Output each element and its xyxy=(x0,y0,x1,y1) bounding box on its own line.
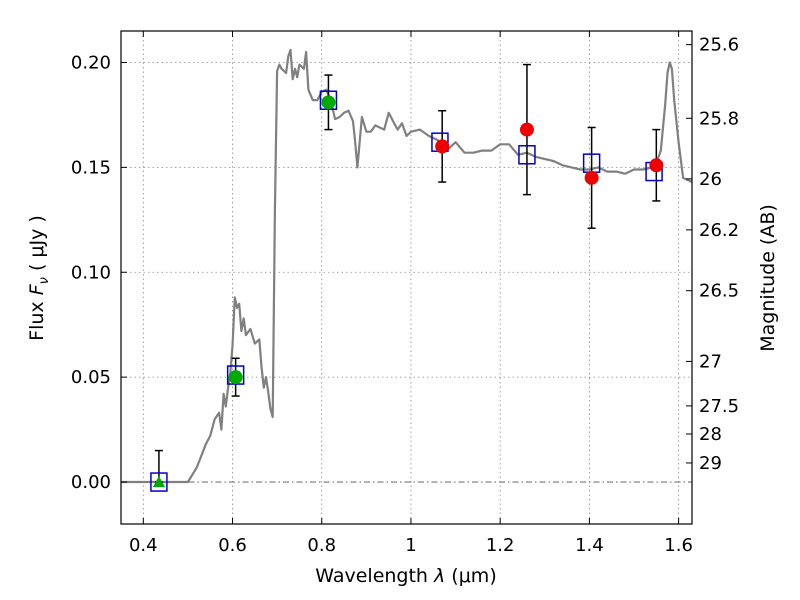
observed-point xyxy=(584,170,599,185)
y2-tick-label: 27.5 xyxy=(699,396,739,417)
x-tick-label: 1 xyxy=(405,535,416,556)
observed-point xyxy=(321,95,336,110)
y2-tick-label: 26.2 xyxy=(699,220,739,241)
y2-tick-label: 29 xyxy=(699,453,722,474)
y2-tick-labels: 25.6 25.8 26 26.2 26.5 27 27.5 28 29 xyxy=(699,35,739,474)
y-tick-label: 0.05 xyxy=(71,367,111,388)
observed-points xyxy=(152,95,664,488)
x-axis-title: Wavelength λ (μm) xyxy=(315,565,496,587)
grid xyxy=(121,31,692,524)
y-tick-label: 0.20 xyxy=(71,52,111,73)
model-spectrum xyxy=(121,48,693,484)
model-photometry-point xyxy=(518,145,536,165)
observed-point xyxy=(649,158,664,173)
y2-axis-title: Magnitude (AB) xyxy=(757,204,779,352)
ticks xyxy=(121,31,692,524)
observed-point xyxy=(435,139,450,154)
x-tick-labels: 0.4 0.6 0.8 1 1.2 1.4 1.6 xyxy=(129,535,693,556)
x-tick-label: 0.8 xyxy=(307,535,336,556)
y-tick-label: 0.10 xyxy=(71,262,111,283)
x-tick-label: 1.6 xyxy=(664,535,693,556)
y2-tick-label: 27 xyxy=(699,351,722,372)
y2-tick-label: 25.8 xyxy=(699,108,739,129)
x-tick-label: 0.6 xyxy=(218,535,247,556)
model-photometry-squares xyxy=(150,90,663,492)
x-tick-label: 1.4 xyxy=(575,535,604,556)
observed-point xyxy=(519,122,534,137)
x-tick-label: 1.2 xyxy=(486,535,515,556)
non-detection-point xyxy=(152,476,165,488)
y-tick-label: 0.00 xyxy=(71,472,111,493)
y2-tick-label: 25.6 xyxy=(699,35,739,56)
y-axis-title: Flux Fν ( μJy ) xyxy=(26,215,52,341)
y2-tick-label: 26 xyxy=(699,169,722,190)
x-tick-label: 0.4 xyxy=(129,535,158,556)
model-photometry-point xyxy=(150,472,168,492)
y-tick-labels: 0.00 0.05 0.10 0.15 0.20 xyxy=(71,52,111,493)
y2-tick-label: 28 xyxy=(699,424,722,445)
error-bars xyxy=(154,63,661,483)
model-spectrum-line xyxy=(121,48,693,484)
y-tick-label: 0.15 xyxy=(71,157,111,178)
y2-tick-label: 26.5 xyxy=(699,281,739,302)
observed-point xyxy=(228,370,243,385)
plot-frame xyxy=(120,30,693,525)
